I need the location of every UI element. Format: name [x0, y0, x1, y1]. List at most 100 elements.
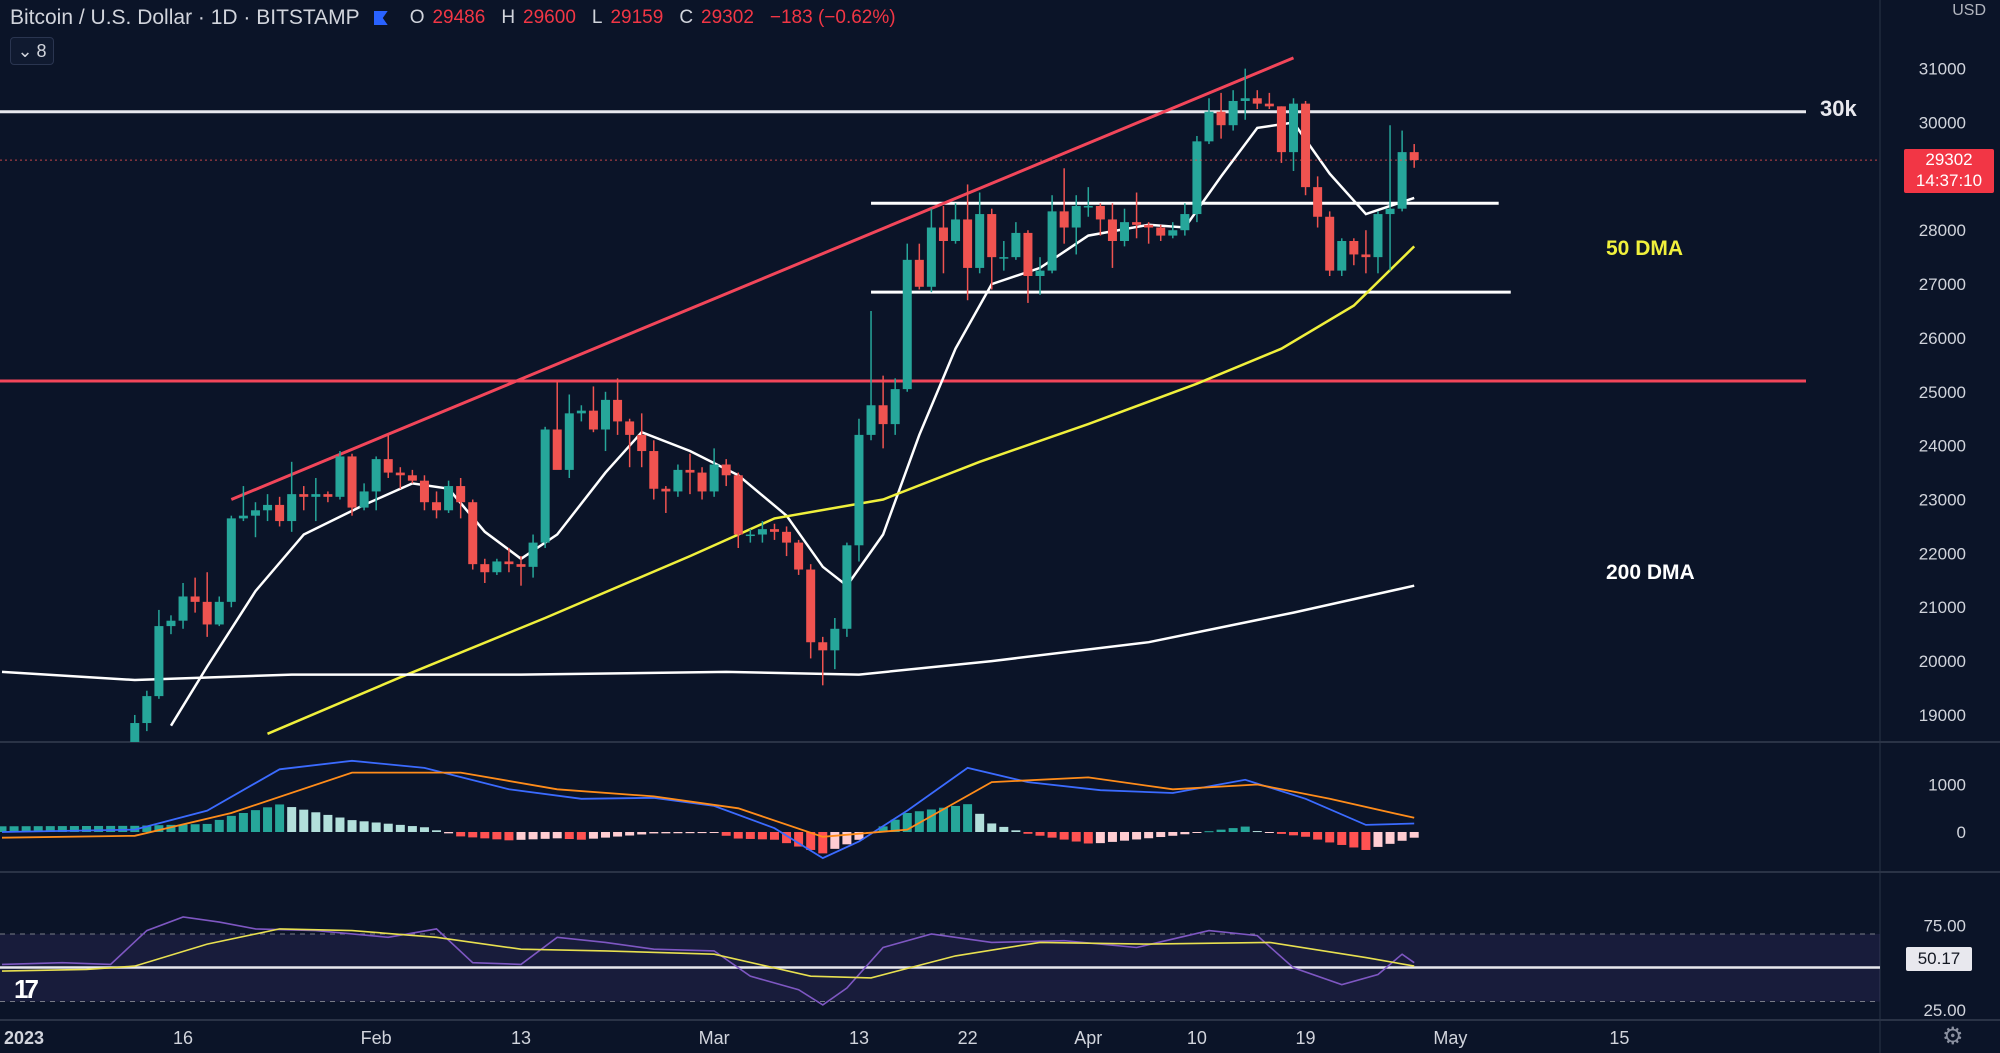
indicators-toggle-button[interactable]: ⌄ 8 — [10, 37, 54, 65]
candle-body — [1301, 103, 1311, 188]
macd-histogram-bar — [178, 824, 188, 832]
macd-histogram-bar — [987, 823, 997, 832]
candle — [1168, 222, 1178, 239]
candle — [492, 558, 502, 575]
candle — [588, 386, 598, 433]
candle-body — [794, 542, 804, 570]
close-label: C — [679, 7, 694, 28]
symbol-title[interactable]: Bitcoin / U.S. Dollar · 1D · BITSTAMP — [10, 6, 360, 29]
macd-histogram-bar — [842, 832, 852, 845]
candle-body — [552, 429, 562, 470]
x-tick-label: 15 — [1609, 1028, 1629, 1048]
candle — [782, 526, 792, 557]
macd-histogram-bar — [94, 825, 104, 832]
candle-body — [613, 399, 623, 422]
candle-body — [1264, 103, 1274, 107]
macd-histogram-bar — [1204, 831, 1214, 833]
candle-body — [1095, 205, 1105, 220]
candle-body — [625, 421, 635, 435]
y-tick-label: 31000 — [1919, 60, 1966, 79]
candle — [275, 496, 285, 527]
candle — [1337, 238, 1347, 277]
candle-body — [1361, 254, 1371, 258]
candle-body — [914, 259, 924, 287]
macd-histogram-bar — [432, 830, 442, 832]
candle — [613, 378, 623, 435]
candle-body — [468, 502, 478, 565]
candle-body — [697, 472, 707, 492]
gear-icon[interactable]: ⚙ — [1942, 1023, 1964, 1050]
candle — [914, 243, 924, 290]
rsi-ma-line — [1, 928, 1415, 979]
candle — [383, 434, 393, 478]
macd-histogram-bar — [57, 826, 67, 832]
flag-icon[interactable] — [373, 11, 388, 25]
macd-histogram-bar — [818, 832, 828, 854]
candle-body — [673, 469, 683, 492]
annotation-50-dma: 50 DMA — [1606, 237, 1683, 260]
rsi-y-tick: 75.00 — [1923, 917, 1966, 936]
candle — [1216, 92, 1226, 139]
candle-body — [263, 504, 273, 511]
candle-body — [842, 545, 852, 629]
macd-histogram-bar — [999, 826, 1009, 832]
macd-histogram-bar — [1397, 832, 1407, 841]
candle-body — [359, 491, 369, 508]
candle — [540, 426, 550, 548]
candle-body — [1288, 103, 1298, 153]
macd-histogram-bar — [1409, 832, 1419, 838]
candle — [528, 534, 538, 578]
candle-body — [733, 475, 743, 535]
candle — [1361, 230, 1371, 274]
candle-body — [1192, 141, 1202, 215]
macd-histogram-bar — [613, 832, 623, 837]
x-tick-label: 16 — [173, 1028, 193, 1048]
candle-body — [806, 569, 816, 643]
x-tick-label: 13 — [511, 1028, 531, 1048]
x-tick-label: Feb — [361, 1028, 392, 1048]
candle — [335, 451, 345, 500]
series-200-dma — [1, 584, 1415, 682]
candle-body — [1071, 205, 1081, 228]
candle — [1107, 203, 1117, 268]
chevron-down-icon: ⌄ — [17, 40, 33, 61]
candle — [601, 391, 610, 452]
macd-histogram-bar — [1325, 832, 1335, 843]
candle-body — [854, 434, 864, 546]
macd-histogram-bar — [142, 825, 152, 832]
candle — [1409, 144, 1419, 168]
candle — [794, 539, 804, 575]
macd-histogram-bar — [1216, 829, 1226, 832]
candle-body — [637, 434, 647, 452]
macd-histogram-bar — [9, 826, 19, 832]
candle — [238, 486, 248, 522]
candle — [637, 413, 647, 468]
candle-body — [395, 472, 405, 476]
macd-histogram-bar — [516, 832, 526, 840]
candle-body — [226, 518, 236, 602]
macd-histogram-bar — [782, 832, 792, 844]
macd-histogram-bar — [709, 832, 719, 834]
candle-body — [1385, 208, 1395, 215]
macd-histogram-bar — [1156, 832, 1166, 838]
macd-histogram-bar — [1107, 832, 1117, 842]
candle-body — [299, 494, 309, 497]
candle-body — [963, 219, 973, 268]
currency-selector[interactable]: USD — [1952, 2, 1986, 19]
candle-body — [1228, 100, 1238, 126]
candle — [1192, 135, 1202, 223]
candle — [769, 523, 779, 540]
candle — [745, 529, 755, 543]
y-tick-label: 23000 — [1919, 491, 1966, 510]
tradingview-logo[interactable]: 17 — [14, 974, 39, 1004]
candle-body — [1011, 232, 1021, 258]
candle-body — [975, 214, 985, 268]
candle — [1349, 238, 1359, 266]
candle-body — [938, 227, 948, 241]
candle — [1204, 98, 1214, 145]
y-tick-label: 28000 — [1919, 221, 1966, 240]
candle-body — [769, 529, 779, 532]
candle — [1156, 224, 1166, 241]
macd-histogram-bar — [685, 832, 695, 834]
